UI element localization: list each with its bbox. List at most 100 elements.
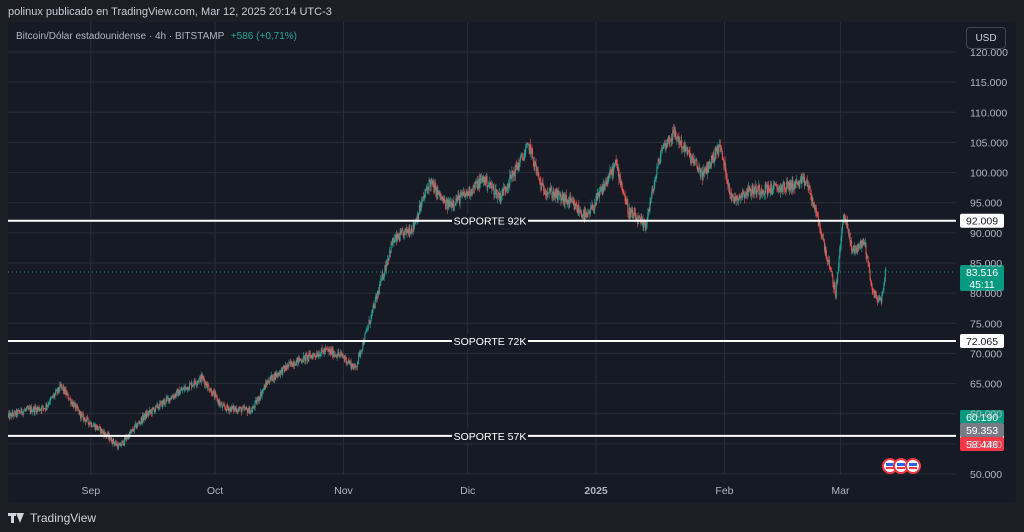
candle-body [800,178,802,184]
candle-body [848,233,850,235]
candle-body [574,204,576,209]
candle-body [159,402,161,409]
candle-body [134,425,136,427]
candle-body [605,180,607,184]
candle-body [842,224,844,231]
symbol-legend[interactable]: Bitcoin/Dólar estadounidense · 4h · BITS… [16,31,297,42]
candle-body [859,245,861,247]
candle-body [154,409,156,413]
candle-body [175,390,177,396]
candle-body [867,256,869,263]
candle-body [285,365,287,369]
candle-body [196,382,198,385]
candle-body [855,245,857,249]
candle-body [583,209,585,217]
candle-body [124,437,126,440]
candle-body [249,407,251,414]
candle-body [695,160,697,162]
candle-body [557,190,559,201]
candle-body [243,407,245,408]
candle-body [663,143,665,146]
candle-body [487,186,489,188]
candle-body [351,363,353,367]
candle-body [162,401,164,407]
candle-body [664,142,666,149]
candle-body [482,177,484,182]
candle-body [859,240,861,246]
candle-body [599,189,601,192]
candle-body [630,212,632,219]
candle-body [543,185,545,191]
candle-body [172,397,174,399]
candle-body [524,153,526,155]
candle-body [244,407,246,410]
candle-body [353,366,355,370]
candle-body [265,382,267,384]
candle-body [320,353,322,356]
candle-body [813,202,815,206]
candle-body [807,186,809,187]
candle-body [257,397,259,401]
candle-body [825,246,827,255]
candle-body [34,406,36,413]
candle-body [696,160,698,168]
candle-body [42,405,44,409]
candle-body [268,382,270,384]
candle-body [211,389,213,395]
candle-body [234,407,236,410]
candle-body [777,187,779,190]
candle-body [830,271,832,272]
candle-body [459,195,461,204]
candle-body [711,155,713,160]
candle-body [631,210,633,213]
candle-body [204,381,206,386]
candle-body [135,423,137,426]
candle-body [212,391,214,396]
candle-body [453,201,455,206]
candle-body [693,163,695,164]
candle-body [35,406,37,409]
candle-body [672,130,674,141]
candle-body [822,234,824,239]
candle-body [682,146,684,148]
candle-body [561,198,563,201]
candle-body [44,408,46,410]
currency-button[interactable]: USD [966,27,1006,49]
candle-body [269,376,271,381]
tradingview-brand[interactable]: TradingView [8,511,96,525]
candle-body [55,389,57,391]
candle-body [292,362,294,367]
candle-body [670,141,672,142]
y-tick-label: 85.000 [970,258,1002,270]
candle-body [549,191,551,193]
candle-body [638,216,640,218]
y-tick-label: 95.000 [970,198,1002,210]
candle-body [596,195,598,201]
candle-body [708,161,710,164]
candle-body [225,408,227,411]
y-tick-label: 60.000 [970,409,1002,421]
candle-body [694,160,696,164]
candle-body [719,144,721,149]
candle-body [511,170,513,176]
candle-body [703,169,705,174]
candle-body [565,194,567,197]
candle-body [633,211,635,215]
candle-body [508,183,510,186]
candle-body [303,355,305,357]
candle-body [90,422,92,425]
candle-body [323,349,325,354]
candle-body [402,230,404,233]
chart-panel[interactable]: SOPORTE 92K 92.009 SOPORTE 72K 72.065 SOPORT… [8,22,1016,503]
candle-body [499,193,501,203]
support-label: SOPORTE 57K [454,431,527,443]
candle-body [719,144,721,146]
candle-body [752,189,754,195]
event-flag-icon[interactable] [905,458,921,474]
candle-body [612,167,614,176]
candle-body [33,407,35,413]
candle-body [680,140,682,145]
candlestick-chart[interactable]: SOPORTE 92K 92.009 SOPORTE 72K 72.065 SOPORT… [8,22,1016,503]
candle-body [840,237,842,247]
candle-body [519,157,521,164]
